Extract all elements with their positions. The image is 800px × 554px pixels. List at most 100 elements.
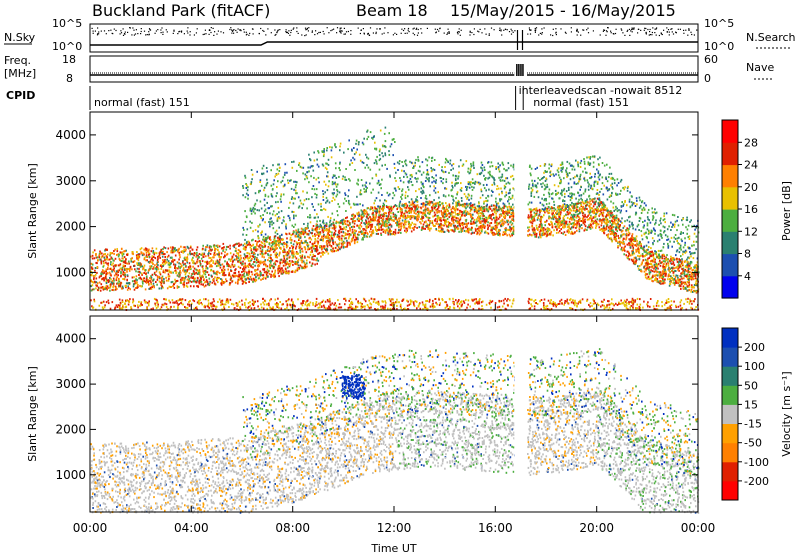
- power-echo: [316, 244, 319, 247]
- power-echo: [198, 273, 201, 276]
- nsearch-dot: [541, 32, 543, 34]
- power-echo: [192, 272, 194, 275]
- power-echo: [244, 254, 246, 257]
- power-echo: [209, 248, 211, 251]
- nsearch-dot: [345, 31, 348, 33]
- power-echo: [611, 216, 614, 219]
- power-echo: [432, 204, 434, 207]
- power-echo: [198, 269, 201, 271]
- nsearch-dot: [564, 31, 566, 33]
- power-echo: [254, 264, 256, 267]
- power-echo: [236, 252, 238, 255]
- nsearch-dot: [469, 34, 471, 36]
- power-echo: [346, 233, 349, 236]
- nsearch-dot: [643, 29, 645, 31]
- power-echo: [138, 267, 140, 270]
- power-echo: [297, 252, 299, 255]
- power-echo: [695, 263, 698, 266]
- power-echo: [274, 263, 277, 266]
- power-echo: [322, 246, 325, 249]
- power-echo: [302, 229, 305, 232]
- power-echo: [279, 246, 282, 249]
- power-echo: [542, 233, 544, 236]
- power-echo: [667, 261, 669, 264]
- nsearch-dot: [306, 28, 308, 30]
- power-echo: [154, 251, 156, 254]
- power-echo: [199, 261, 201, 264]
- power-echo: [110, 256, 113, 259]
- power-echo: [322, 253, 324, 256]
- power-echo: [369, 230, 371, 233]
- power-echo: [180, 280, 182, 283]
- power-echo: [531, 222, 534, 225]
- power-echo: [218, 251, 220, 254]
- power-echo: [196, 258, 199, 261]
- power-echo: [311, 250, 313, 253]
- power-echo: [445, 206, 448, 209]
- power-echo: [231, 264, 233, 267]
- power-echo: [382, 215, 385, 218]
- power-echo: [441, 207, 444, 210]
- power-echo: [593, 220, 595, 223]
- power-echo: [420, 211, 422, 214]
- power-echo: [539, 225, 542, 228]
- power-echo: [627, 250, 630, 253]
- power-echo: [458, 219, 461, 222]
- power-echo: [641, 261, 643, 264]
- power-echo: [630, 258, 633, 261]
- power-echo: [556, 223, 559, 226]
- power-echo: [381, 228, 384, 231]
- power-echo: [169, 266, 172, 269]
- power-echo: [260, 278, 262, 281]
- power-echo: [509, 208, 512, 211]
- power-echo: [274, 249, 276, 252]
- power-echo: [265, 272, 268, 275]
- power-echo: [261, 255, 264, 258]
- power-echo: [346, 244, 349, 247]
- power-echo: [663, 272, 665, 275]
- power-echo: [632, 249, 634, 252]
- power-echo: [327, 232, 330, 235]
- power-echo: [632, 259, 635, 262]
- power-echo: [584, 225, 587, 228]
- power-echo: [422, 202, 425, 205]
- power-echo: [171, 246, 174, 249]
- power-echo: [364, 223, 366, 226]
- power-echo: [589, 227, 592, 230]
- power-echo: [162, 271, 165, 274]
- power-echo: [583, 215, 585, 218]
- power-echo: [641, 254, 644, 257]
- power-echo: [643, 270, 646, 273]
- power-echo: [116, 248, 118, 251]
- power-echo: [685, 270, 688, 273]
- power-echo: [253, 251, 255, 254]
- power-echo: [166, 255, 169, 258]
- power-echo: [314, 249, 316, 252]
- nsearch-dot: [148, 34, 150, 36]
- power-echo: [601, 230, 604, 233]
- nsearch-dot: [626, 30, 628, 32]
- power-echo: [673, 270, 676, 273]
- power-echo: [613, 236, 616, 239]
- power-echo: [286, 261, 289, 264]
- power-echo: [388, 205, 390, 208]
- power-echo: [326, 248, 329, 251]
- power-echo: [264, 263, 267, 266]
- nsearch-dot: [94, 30, 96, 32]
- power-echo: [248, 262, 251, 265]
- power-echo: [90, 255, 92, 258]
- power-echo: [299, 245, 302, 248]
- nsearch-dot: [541, 28, 543, 30]
- power-echo: [392, 232, 394, 235]
- power-echo: [368, 224, 371, 227]
- nsearch-dot: [528, 27, 530, 29]
- power-echo: [266, 265, 269, 268]
- power-echo: [119, 251, 122, 254]
- power-echo: [331, 227, 334, 230]
- power-echo: [366, 222, 369, 225]
- power-echo: [222, 242, 225, 245]
- power-echo: [459, 210, 461, 213]
- nsearch-dot: [400, 32, 402, 34]
- power-echo: [389, 228, 391, 231]
